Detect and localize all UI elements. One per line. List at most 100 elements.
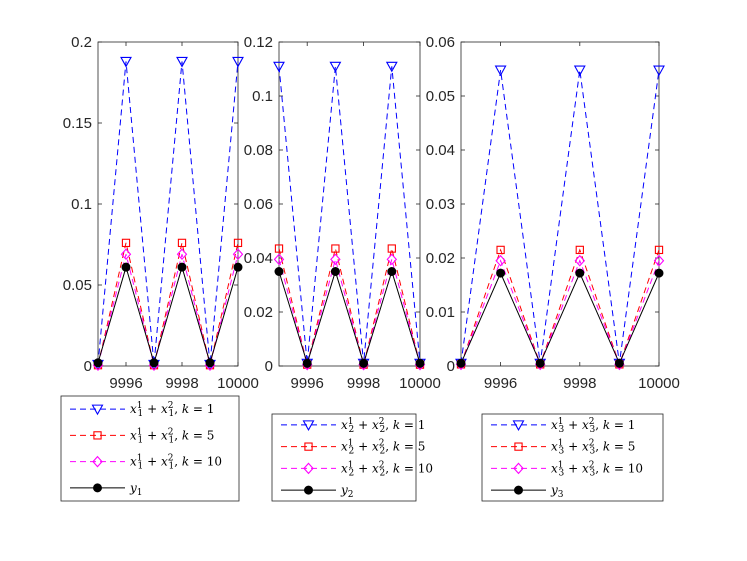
y-tick-label: 0.02 [426, 250, 455, 267]
legend-marker [93, 431, 102, 440]
x-tick-label: 10000 [217, 375, 259, 392]
data-point [121, 238, 131, 248]
data-point [205, 358, 215, 368]
data-point [653, 65, 665, 77]
data-point [574, 254, 586, 267]
series-line [278, 269, 421, 366]
legend: x1 3 + x2 3, k = 1 x1 3 + x2 3, k = 5 x1 3 + x2… [481, 413, 664, 502]
legend-marker [92, 455, 103, 468]
legend-marker [514, 442, 523, 451]
legend-label-k1: x1 3 + x2 3, k = 1 [551, 417, 635, 435]
x-tick-label: 9998 [563, 375, 596, 392]
legend: x1 2 + x2 2, k = 1 x1 2 + x2 2, k = 5 x1 2 + x2… [271, 413, 433, 502]
legend-label-y: y3 [550, 483, 564, 500]
y-tick-label: 0.1 [252, 88, 273, 105]
y-tick-label: 0 [447, 358, 455, 375]
data-point [273, 253, 285, 266]
x-tick-label: 10000 [638, 375, 680, 392]
y-tick-label: 0.15 [63, 115, 92, 132]
legend-label-k10: x1 3 + x2 3, k = 10 [551, 460, 643, 478]
data-point [232, 56, 244, 68]
legend-marker [93, 483, 102, 493]
data-point [233, 238, 243, 248]
y-tick-label: 0.05 [426, 88, 455, 105]
data-point [329, 61, 342, 73]
y-tick-label: 0.12 [244, 34, 273, 51]
legend-label-k1: x1 2 + x2 2, k = 1 [341, 417, 425, 435]
data-point [330, 267, 340, 276]
data-point [386, 253, 398, 266]
legend-label-k10: x1 2 + x2 2, k = 10 [341, 460, 433, 478]
legend-marker [303, 462, 314, 475]
data-point [176, 56, 188, 68]
data-point [330, 253, 341, 266]
data-point [302, 358, 312, 368]
series-y [93, 262, 243, 368]
legend-label-k5: x1 3 + x2 3, k = 5 [551, 439, 635, 457]
data-point [273, 61, 285, 73]
legend-marker [512, 420, 525, 432]
y-tick-label: 0.1 [71, 196, 92, 213]
data-point [573, 65, 586, 77]
y-tick-label: 0.06 [426, 34, 455, 51]
data-point [331, 244, 340, 253]
legend-label-y: y2 [340, 483, 354, 500]
y-tick-label: 0.2 [71, 34, 92, 51]
data-point [415, 358, 425, 368]
y-tick-label: 0.03 [426, 196, 455, 213]
y-tick-label: 0.01 [426, 304, 455, 321]
legend-box [481, 413, 664, 502]
data-point [120, 248, 132, 261]
y-tick-label: 0.04 [244, 250, 273, 267]
series-line [97, 265, 239, 365]
legend-label-k5: x1 1 + x2 1, k = 5 [130, 427, 214, 445]
series-y [456, 268, 664, 368]
data-point [495, 254, 506, 267]
data-point [274, 267, 284, 276]
series-y [274, 267, 425, 368]
legend-marker [91, 404, 104, 416]
data-point [232, 248, 244, 261]
data-point [387, 267, 397, 276]
legend-marker [302, 420, 315, 432]
legend-marker [513, 462, 524, 475]
y-tick-label: 0.05 [63, 277, 92, 294]
data-point [233, 262, 243, 272]
series-line [97, 242, 239, 366]
legend-label-y: y1 [129, 481, 143, 498]
x-tick-label: 9996 [484, 375, 517, 392]
legend-box [60, 395, 240, 502]
data-point [496, 268, 506, 278]
legend-box [271, 413, 417, 502]
legend-marker [304, 485, 313, 495]
x-tick-label: 9998 [347, 375, 380, 392]
y-tick-label: 0 [84, 358, 92, 375]
chart-panel-2: 0 0.02 0.04 0.06 0.08 0.1 0.12 9996 9998 10000 [244, 34, 441, 392]
data-point [387, 244, 396, 253]
chart-panel-1: 0 0.05 0.1 0.15 0.2 9996 9998 10000 [63, 34, 259, 392]
legend-label-k1: x1 1 + x2 1, k = 1 [130, 401, 214, 419]
data-point [149, 358, 159, 368]
data-point [121, 262, 131, 272]
series-line [460, 70, 660, 364]
x-tick-label: 9998 [165, 375, 198, 392]
data-point [575, 268, 585, 278]
y-tick-label: 0.02 [244, 304, 273, 321]
legend: x1 1 + x2 1, k = 1 x1 1 + x2 1, k = 5 x1 1 + x2… [60, 395, 240, 502]
series-line [97, 61, 239, 365]
data-point [177, 238, 187, 248]
x-tick-label: 9996 [109, 375, 142, 392]
data-point [654, 268, 664, 278]
data-point [120, 56, 132, 68]
series-line [278, 66, 421, 364]
legend-marker [514, 485, 523, 495]
legend-marker [304, 442, 313, 451]
data-point [385, 61, 398, 73]
y-tick-label: 0 [265, 358, 273, 375]
axes-box [97, 41, 239, 367]
data-point [575, 245, 584, 255]
x-tick-label: 10000 [399, 375, 441, 392]
data-point [177, 262, 187, 272]
data-point [535, 358, 545, 368]
